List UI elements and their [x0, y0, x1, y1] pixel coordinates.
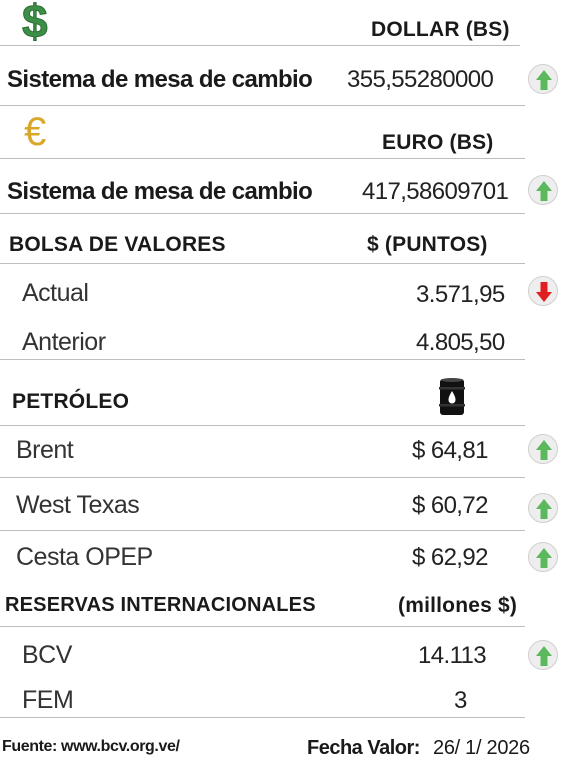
west-texas-value: $ 60,72: [412, 492, 488, 519]
dollar-rate-value: 355,55280000: [347, 66, 494, 93]
fecha-valor-date: 26/ 1/ 2026: [433, 737, 530, 759]
bcv-label: BCV: [22, 641, 72, 669]
euro-header: EURO (BS): [382, 131, 494, 154]
cesta-opep-trend-up-icon: [528, 542, 558, 572]
west-texas-label: West Texas: [16, 491, 140, 519]
brent-trend-up-icon: [528, 434, 558, 464]
bolsa-unit: $ (PUNTOS): [367, 233, 488, 256]
west-texas-trend-up-icon: [528, 493, 558, 523]
fem-value: 3: [454, 687, 467, 714]
petroleo-title: PETRÓLEO: [12, 390, 130, 413]
euro-trend-up-icon: [528, 175, 558, 205]
euro-rate-label: Sistema de mesa de cambio: [7, 178, 313, 205]
fecha-valor-label: Fecha Valor:: [307, 737, 420, 759]
brent-label: Brent: [16, 436, 74, 464]
reservas-title: RESERVAS INTERNACIONALES: [5, 594, 316, 616]
euro-rate-value: 417,58609701: [362, 178, 509, 205]
bolsa-title: BOLSA DE VALORES: [9, 233, 226, 256]
euro-sign-icon: €: [24, 110, 47, 154]
bcv-trend-up-icon: [528, 640, 558, 670]
dollar-rate-label: Sistema de mesa de cambio: [7, 66, 313, 93]
source-footer: Fuente: www.bcv.org.ve/: [2, 738, 180, 755]
bolsa-anterior-value: 4.805,50: [416, 329, 505, 356]
bolsa-actual-value: 3.571,95: [416, 281, 505, 308]
dollar-header: DOLLAR (BS): [371, 18, 510, 41]
dollar-sign-icon: $: [22, 0, 49, 48]
oil-barrel-icon: [438, 377, 466, 422]
bolsa-trend-down-icon: [528, 276, 558, 306]
cesta-opep-value: $ 62,92: [412, 544, 488, 571]
fem-label: FEM: [22, 686, 74, 714]
cesta-opep-label: Cesta OPEP: [16, 543, 153, 571]
bolsa-actual-label: Actual: [22, 279, 89, 307]
bcv-value: 14.113: [418, 642, 487, 669]
dollar-trend-up-icon: [528, 64, 558, 94]
brent-value: $ 64,81: [412, 437, 488, 464]
bolsa-anterior-label: Anterior: [22, 328, 106, 356]
reservas-unit: (millones $): [398, 594, 518, 617]
